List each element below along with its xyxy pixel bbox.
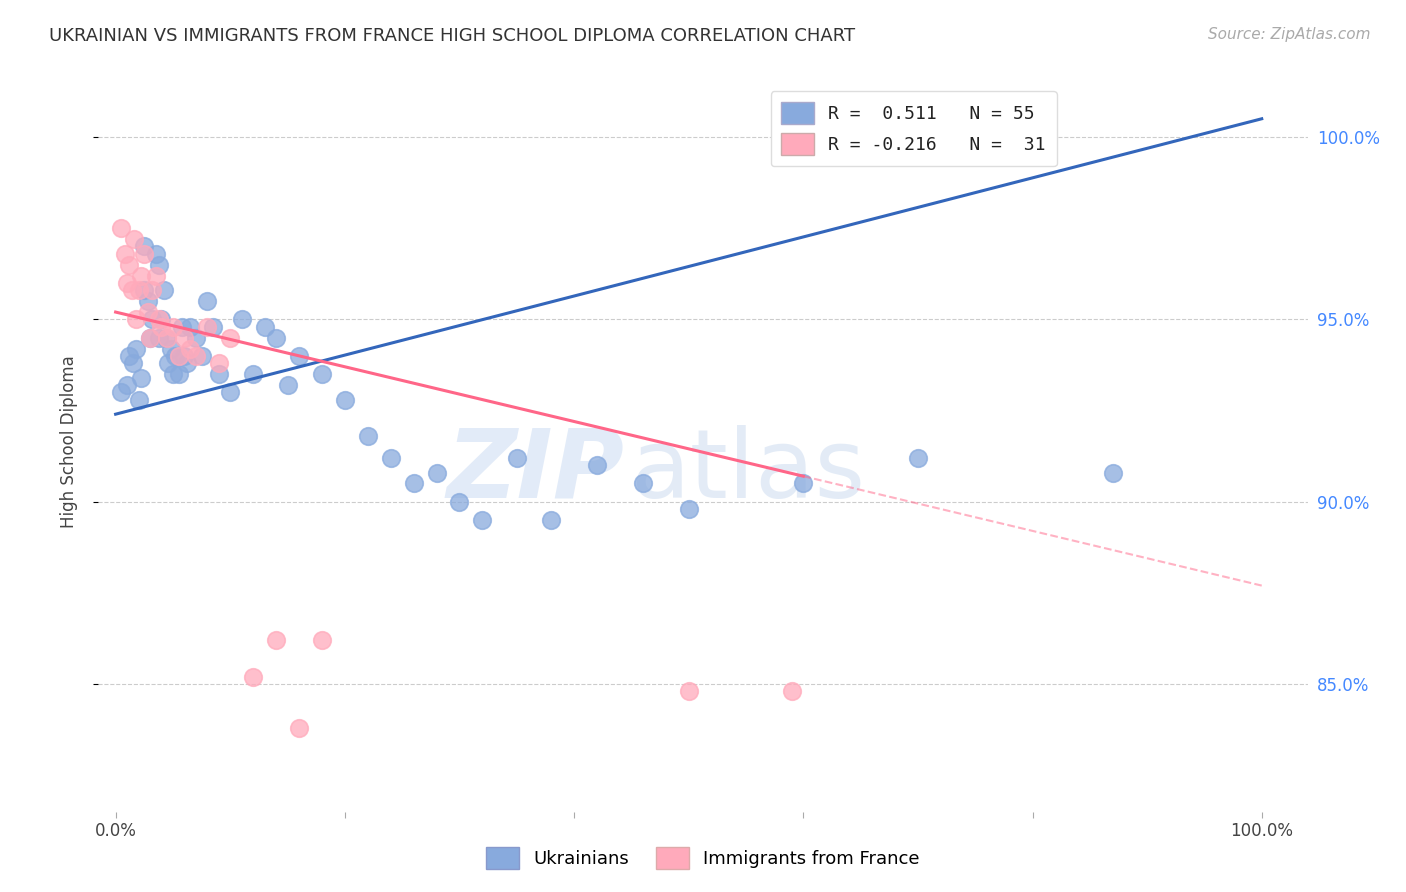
Point bbox=[242, 670, 264, 684]
Legend: R =  0.511   N = 55, R = -0.216   N =  31: R = 0.511 N = 55, R = -0.216 N = 31 bbox=[770, 92, 1057, 166]
Point bbox=[449, 494, 471, 508]
Point bbox=[907, 450, 929, 465]
Point bbox=[128, 392, 150, 407]
Point bbox=[202, 319, 225, 334]
Point bbox=[242, 367, 264, 381]
Text: UKRAINIAN VS IMMIGRANTS FROM FRANCE HIGH SCHOOL DIPLOMA CORRELATION CHART: UKRAINIAN VS IMMIGRANTS FROM FRANCE HIGH… bbox=[49, 27, 855, 45]
Point bbox=[115, 276, 138, 290]
Point bbox=[162, 319, 184, 334]
Point bbox=[380, 450, 402, 465]
Point bbox=[139, 330, 162, 344]
Point bbox=[134, 246, 156, 260]
Point bbox=[288, 349, 311, 363]
Point bbox=[141, 283, 163, 297]
Point bbox=[176, 356, 198, 370]
Point bbox=[159, 342, 181, 356]
Point bbox=[425, 466, 447, 480]
Point bbox=[780, 684, 803, 698]
Point bbox=[195, 294, 218, 309]
Point bbox=[141, 312, 163, 326]
Point bbox=[115, 378, 138, 392]
Point bbox=[157, 356, 180, 370]
Point bbox=[148, 312, 170, 326]
Point bbox=[152, 283, 174, 297]
Point bbox=[150, 312, 173, 326]
Point bbox=[402, 476, 425, 491]
Point bbox=[264, 633, 287, 648]
Point bbox=[253, 319, 276, 334]
Point bbox=[264, 330, 287, 344]
Point bbox=[110, 221, 132, 235]
Point bbox=[156, 330, 179, 344]
Point bbox=[184, 330, 207, 344]
Point bbox=[678, 502, 700, 516]
Point bbox=[219, 330, 242, 344]
Point bbox=[678, 684, 700, 698]
Point bbox=[118, 349, 141, 363]
Point bbox=[110, 385, 132, 400]
Point bbox=[139, 330, 162, 344]
Point bbox=[208, 356, 231, 370]
Point bbox=[792, 476, 814, 491]
Point bbox=[208, 367, 231, 381]
Text: Source: ZipAtlas.com: Source: ZipAtlas.com bbox=[1208, 27, 1371, 42]
Point bbox=[288, 721, 311, 735]
Point bbox=[129, 268, 152, 283]
Point bbox=[311, 367, 333, 381]
Point bbox=[145, 246, 167, 260]
Point bbox=[311, 633, 333, 648]
Point bbox=[333, 392, 356, 407]
Point bbox=[167, 367, 190, 381]
Text: ZIP: ZIP bbox=[447, 425, 624, 517]
Point bbox=[179, 319, 201, 334]
Point bbox=[506, 450, 529, 465]
Text: atlas: atlas bbox=[630, 425, 866, 517]
Point bbox=[128, 283, 150, 297]
Point bbox=[155, 330, 177, 344]
Y-axis label: High School Diploma: High School Diploma bbox=[59, 355, 77, 528]
Point bbox=[122, 232, 145, 246]
Point bbox=[357, 429, 380, 443]
Point bbox=[173, 330, 195, 344]
Point bbox=[134, 283, 156, 297]
Point bbox=[162, 367, 184, 381]
Point bbox=[145, 268, 167, 283]
Point bbox=[631, 476, 654, 491]
Point bbox=[277, 378, 299, 392]
Point bbox=[195, 319, 218, 334]
Point bbox=[540, 513, 562, 527]
Point bbox=[1101, 466, 1123, 480]
Legend: Ukrainians, Immigrants from France: Ukrainians, Immigrants from France bbox=[479, 839, 927, 876]
Point bbox=[179, 342, 201, 356]
Point bbox=[167, 349, 190, 363]
Point bbox=[125, 342, 148, 356]
Point bbox=[172, 319, 194, 334]
Point bbox=[150, 319, 173, 334]
Point bbox=[136, 305, 159, 319]
Point bbox=[118, 258, 141, 272]
Point bbox=[184, 349, 207, 363]
Point bbox=[586, 458, 609, 473]
Point bbox=[114, 246, 136, 260]
Point bbox=[148, 330, 170, 344]
Point bbox=[121, 283, 143, 297]
Point bbox=[190, 349, 212, 363]
Point bbox=[219, 385, 242, 400]
Point bbox=[148, 258, 170, 272]
Point bbox=[136, 294, 159, 309]
Point bbox=[165, 349, 187, 363]
Point bbox=[121, 356, 143, 370]
Point bbox=[231, 312, 253, 326]
Point bbox=[129, 370, 152, 384]
Point bbox=[134, 239, 156, 253]
Point bbox=[173, 349, 195, 363]
Point bbox=[471, 513, 494, 527]
Point bbox=[125, 312, 148, 326]
